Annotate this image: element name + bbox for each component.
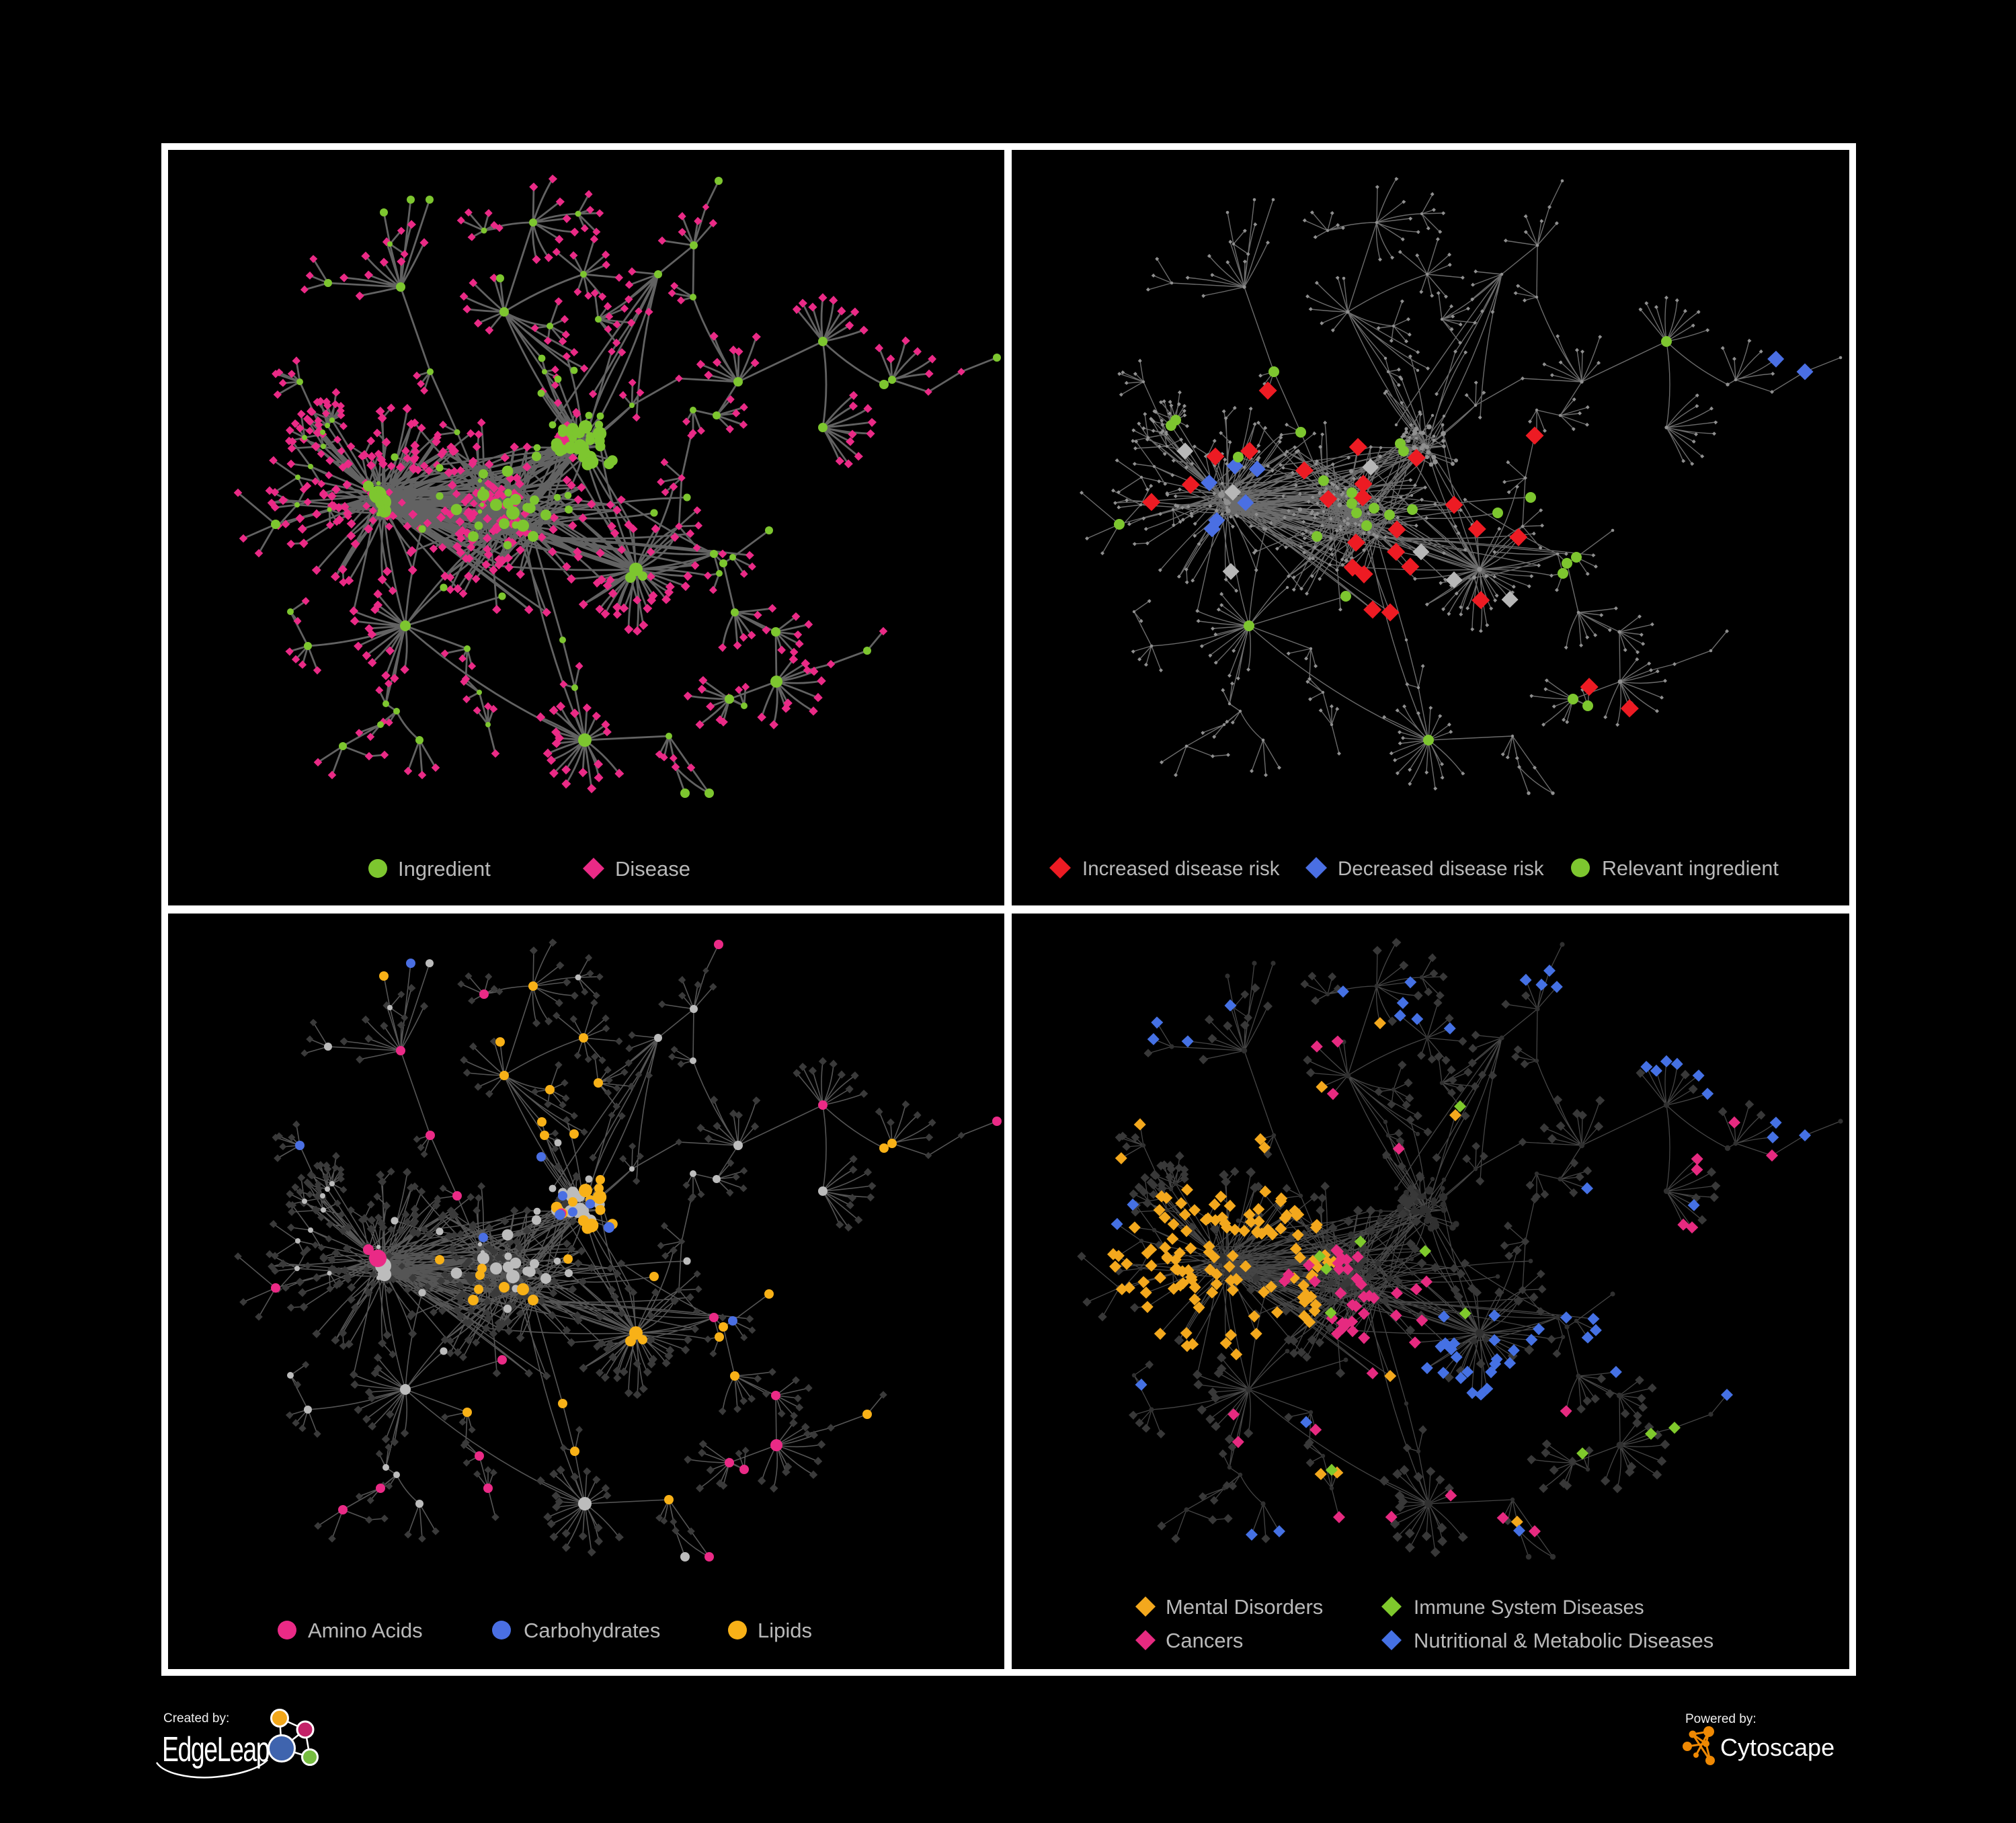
svg-text:Nutritional & Metabolic Diseas: Nutritional & Metabolic Diseases: [1414, 1629, 1713, 1652]
svg-text:Disease: Disease: [615, 857, 690, 881]
svg-text:Increased disease risk: Increased disease risk: [1082, 858, 1280, 880]
svg-text:Immune System Diseases: Immune System Diseases: [1414, 1596, 1644, 1619]
svg-text:Cancers: Cancers: [1166, 1629, 1243, 1652]
svg-text:Mental Disorders: Mental Disorders: [1166, 1595, 1323, 1619]
svg-text:Amino Acids: Amino Acids: [308, 1619, 423, 1642]
svg-text:Relevant ingredient: Relevant ingredient: [1602, 857, 1779, 880]
svg-text:Cytoscape: Cytoscape: [1720, 1734, 1834, 1761]
svg-text:Carbohydrates: Carbohydrates: [524, 1619, 660, 1642]
svg-text:Decreased disease risk: Decreased disease risk: [1338, 858, 1544, 880]
svg-text:Ingredient: Ingredient: [398, 857, 491, 881]
svg-text:Powered by:: Powered by:: [1685, 1712, 1757, 1726]
svg-text:EdgeLeap: EdgeLeap: [162, 1730, 270, 1769]
svg-text:Created by:: Created by:: [163, 1711, 229, 1726]
svg-text:Lipids: Lipids: [758, 1619, 812, 1642]
